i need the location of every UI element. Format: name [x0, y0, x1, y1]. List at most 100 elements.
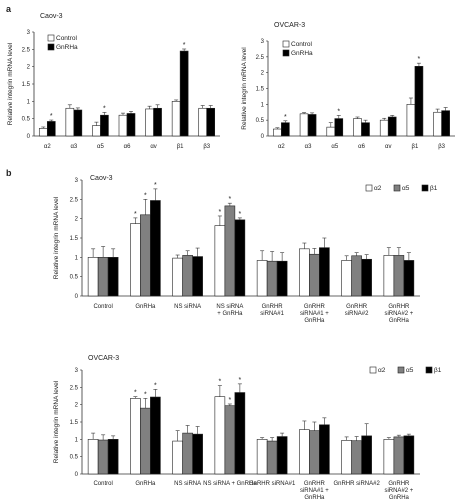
y-tick-label: 0 — [27, 134, 31, 140]
bar — [150, 396, 161, 475]
bar — [383, 439, 395, 475]
bar — [281, 122, 290, 137]
category-label: NS siRNA — [174, 481, 201, 487]
significance-star: * — [337, 108, 340, 115]
bar — [140, 214, 151, 297]
category-label: GnRHR — [304, 304, 326, 310]
bar — [266, 440, 278, 475]
bar — [214, 396, 226, 475]
y-tick-label: 2.5 — [256, 55, 265, 61]
legend-swatch — [421, 184, 429, 192]
significance-star: * — [134, 390, 137, 397]
bar — [351, 440, 362, 475]
y-tick-label: 0 — [75, 472, 79, 478]
panel-label-a: a — [6, 4, 12, 14]
category-label: GnRHR — [304, 481, 326, 487]
chart-title: Caov-3 — [90, 175, 113, 182]
legend-label: Control — [56, 35, 78, 42]
bar — [172, 257, 183, 297]
bar — [171, 101, 181, 137]
legend-swatch — [282, 40, 290, 48]
y-axis-label: Relative integrin mRNA level — [53, 380, 60, 463]
y-tick-label: 1 — [261, 102, 265, 108]
significance-star: * — [154, 182, 157, 189]
category-label: GnRHa — [389, 318, 410, 324]
category-label: GnRHR — [346, 304, 368, 310]
bar — [214, 225, 226, 297]
bar — [393, 436, 405, 475]
category-label: α2 — [44, 144, 51, 150]
category-label: GnRHR — [388, 481, 410, 487]
y-tick-label: 0.5 — [70, 455, 79, 461]
y-tick-label: 2 — [261, 71, 265, 77]
significance-star: * — [144, 192, 147, 199]
bar — [97, 439, 109, 475]
category-label: + GnRHa — [217, 311, 243, 317]
y-tick-label: 0.5 — [256, 118, 265, 124]
bar — [266, 260, 278, 297]
category-label: β3 — [438, 144, 445, 150]
bar — [353, 118, 362, 137]
significance-star: * — [103, 105, 106, 112]
bar — [130, 223, 141, 297]
bar — [126, 113, 136, 137]
bar — [172, 440, 183, 475]
category-label: α3 — [70, 144, 77, 150]
category-label: NS siRNA + GnRHa — [203, 481, 257, 487]
y-tick-label: 0.5 — [22, 117, 31, 123]
y-tick-label: 3 — [75, 368, 79, 374]
bar — [379, 119, 389, 137]
significance-star: * — [229, 397, 232, 404]
bar — [153, 107, 162, 137]
legend-swatch — [47, 34, 55, 42]
significance-star: * — [50, 113, 53, 120]
category-label: α5 — [331, 144, 338, 150]
category-label: siRNA#2 + — [384, 488, 413, 494]
chart-title: OVCAR-3 — [88, 355, 119, 362]
bar — [192, 256, 203, 297]
category-label: GnRHa — [304, 495, 325, 501]
bar — [441, 110, 450, 137]
legend-label: α2 — [378, 367, 386, 374]
bar — [198, 107, 208, 137]
category-label: αv — [150, 144, 156, 150]
bar — [361, 122, 370, 137]
y-tick-label: 2.5 — [70, 197, 79, 203]
significance-star: * — [154, 382, 157, 389]
category-label: siRNA#1 — [260, 311, 284, 317]
bar — [276, 436, 288, 475]
significance-star: * — [229, 196, 232, 203]
y-tick-label: 3 — [27, 30, 31, 36]
bar — [130, 398, 141, 475]
bar — [319, 247, 330, 297]
y-tick-label: 2 — [75, 217, 79, 223]
y-tick-label: 3 — [261, 39, 265, 45]
bar — [351, 255, 362, 297]
bar — [140, 407, 151, 475]
category-label: siRNA#1 + — [300, 488, 329, 494]
bar — [387, 116, 397, 137]
y-tick-label: 2.5 — [22, 47, 31, 53]
category-label: siRNA#2 + — [384, 311, 413, 317]
bar — [150, 200, 161, 297]
y-tick-label: 0.5 — [70, 275, 79, 281]
bar — [256, 260, 268, 297]
bar — [234, 219, 246, 297]
category-label: β3 — [203, 144, 210, 150]
legend-label: α5 — [402, 185, 410, 192]
chart-1: Caov-3 0 0.5 1 1.5 2 2.5 3 Relative integrin mRN… — [7, 13, 220, 150]
bar — [341, 440, 352, 475]
bar — [92, 125, 101, 137]
legend-label: GnRHa — [56, 44, 78, 51]
bar — [319, 424, 330, 475]
category-label: Control — [93, 304, 112, 310]
category-label: GnRHa — [304, 318, 325, 324]
category-label: GnRHa — [389, 495, 410, 501]
bar — [182, 255, 193, 297]
bar — [38, 128, 48, 137]
bar — [273, 128, 282, 137]
y-tick-label: 1 — [27, 99, 31, 105]
significance-star: * — [284, 114, 287, 121]
bar — [224, 405, 236, 475]
